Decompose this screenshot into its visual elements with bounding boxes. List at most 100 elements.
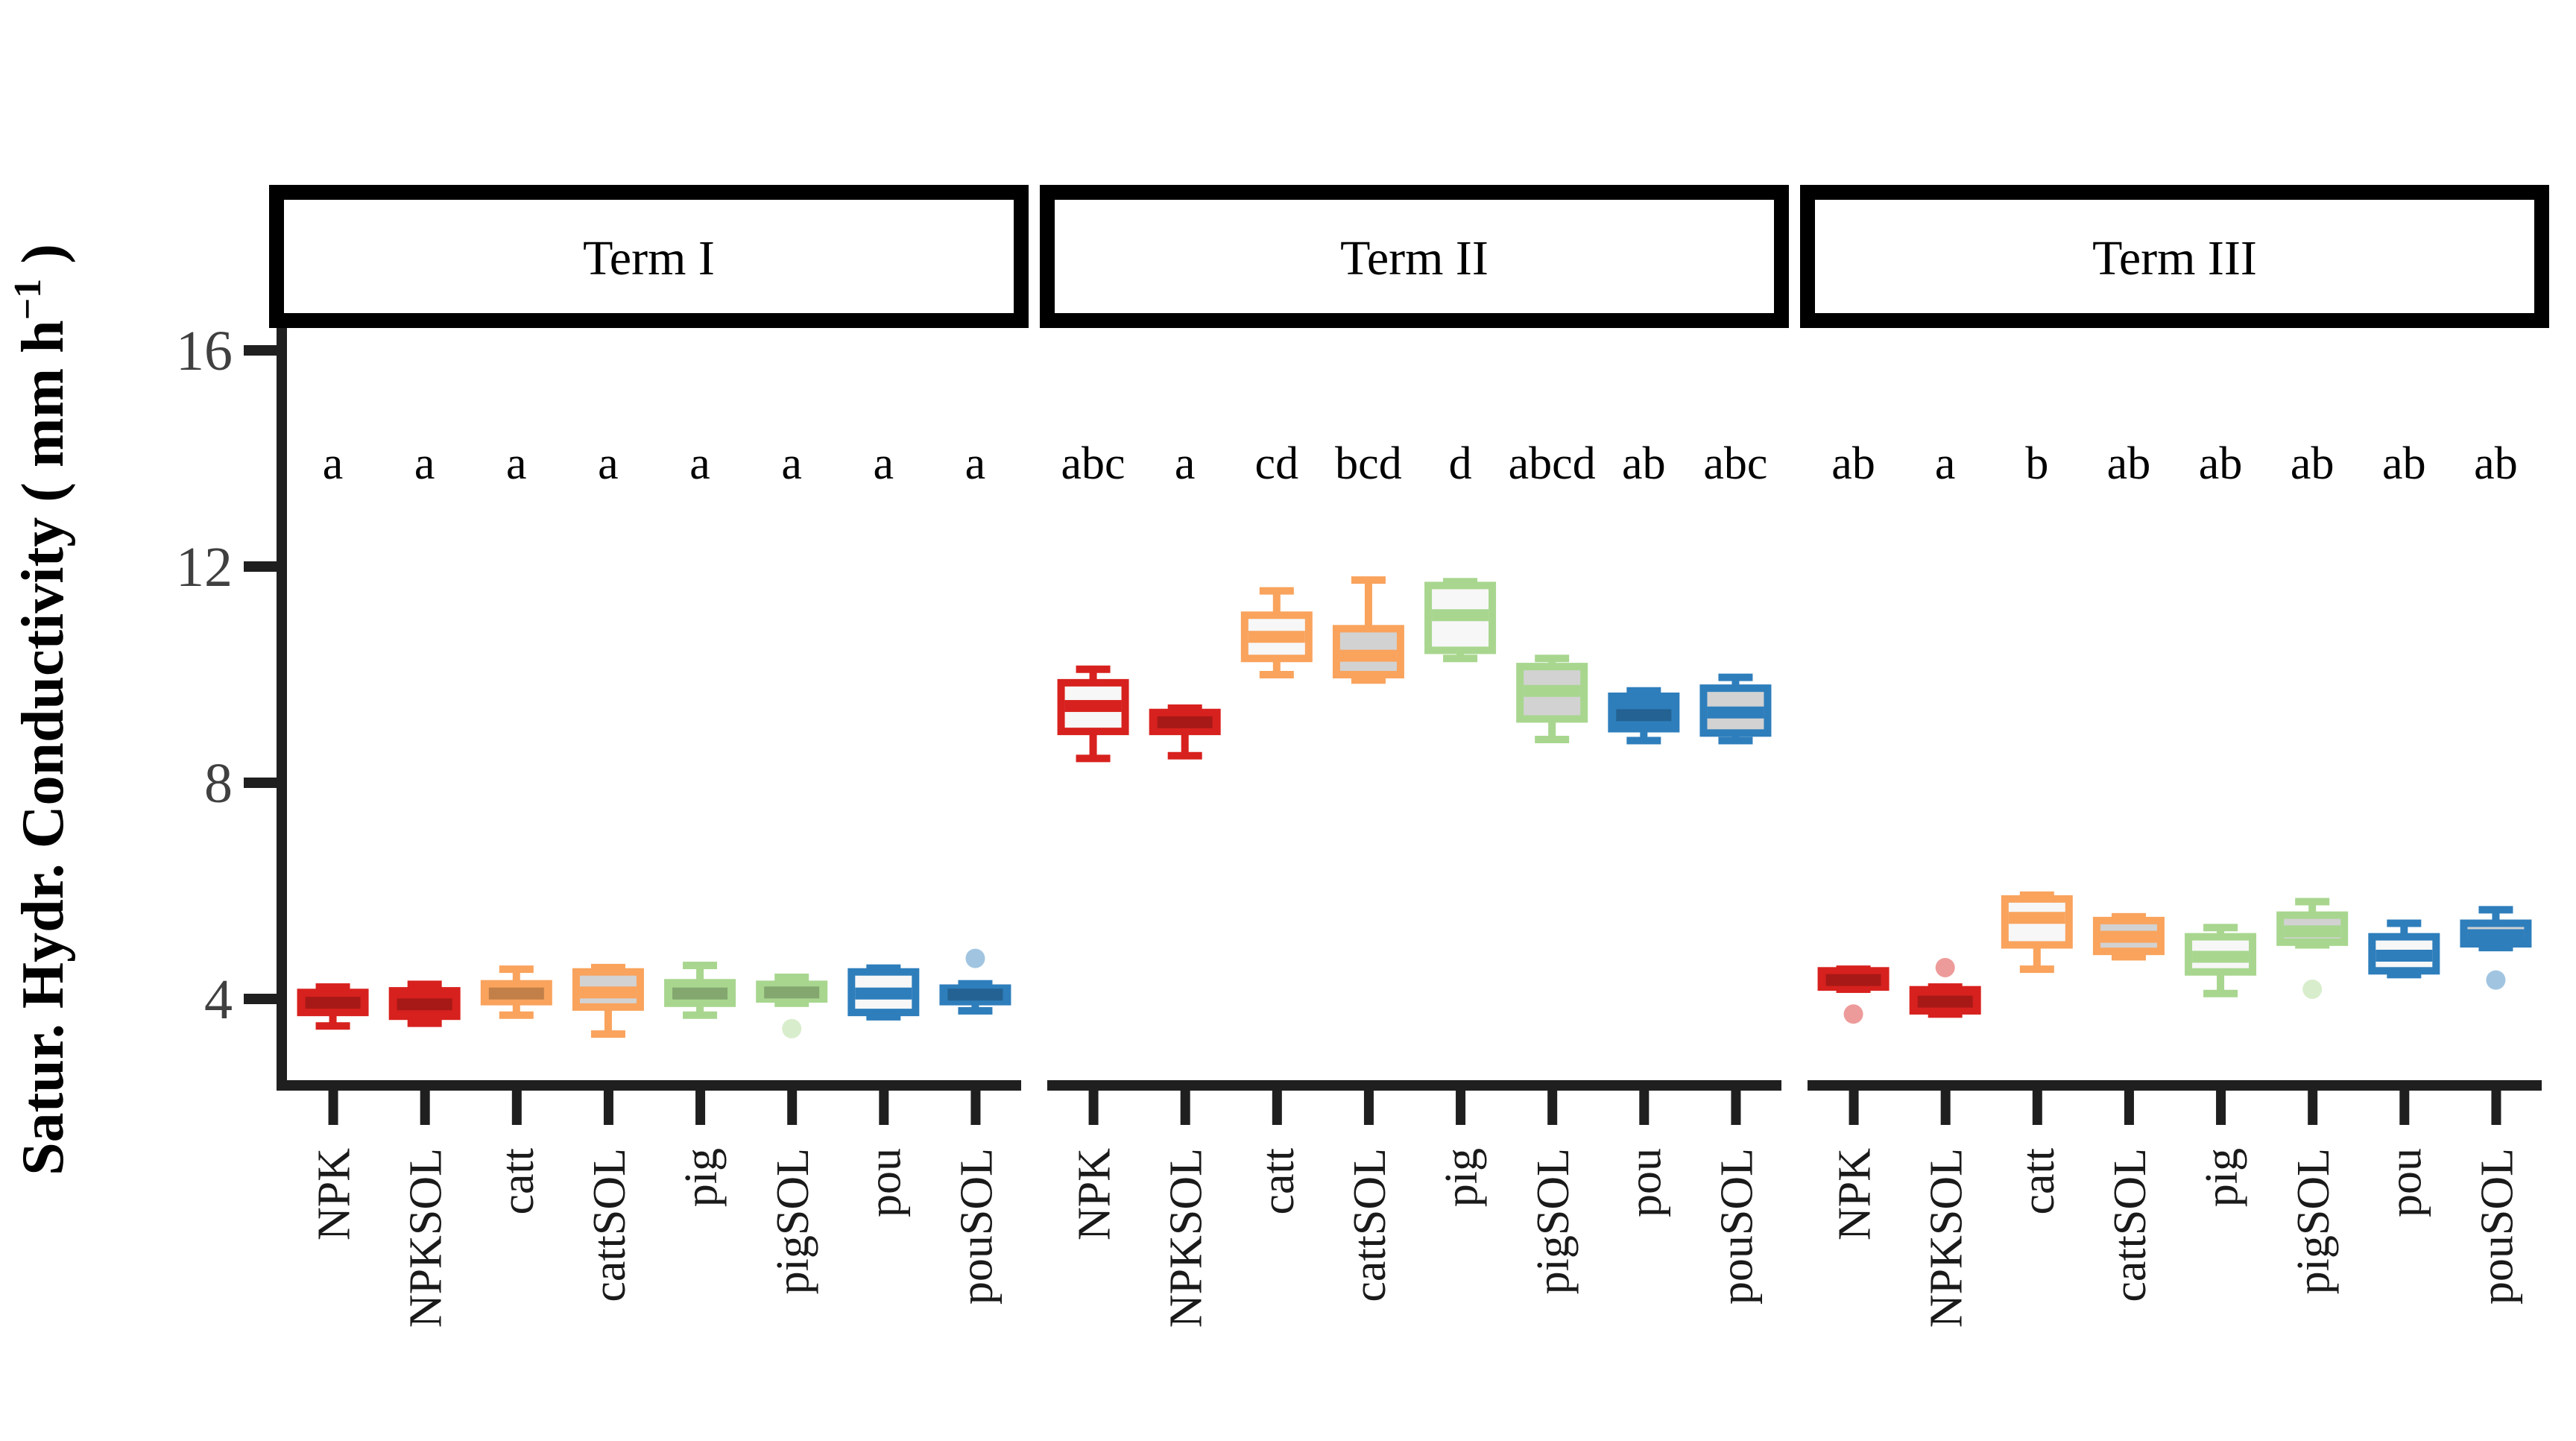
whisker-cap-top bbox=[1076, 665, 1111, 673]
x-category-label: cattSOL bbox=[2105, 1148, 2156, 1302]
facet-strip-inner bbox=[1058, 203, 1771, 310]
x-category-label: NPK bbox=[1070, 1148, 1120, 1240]
x-axis-tick bbox=[2491, 1091, 2501, 1125]
x-category-label: pouSOL bbox=[2472, 1148, 2522, 1305]
x-axis-tick bbox=[1180, 1091, 1190, 1125]
x-category-label: cattSOL bbox=[1345, 1148, 1395, 1302]
x-category-label: NPKSOL bbox=[1922, 1148, 1972, 1328]
outlier-point bbox=[2302, 979, 2323, 999]
x-category-label-text: pou bbox=[2380, 1148, 2431, 1217]
whisker-cap-bottom bbox=[2019, 965, 2054, 974]
significance-letter: b bbox=[2025, 438, 2048, 489]
x-category-label: NPK bbox=[309, 1148, 360, 1240]
significance-letter: ab bbox=[2199, 438, 2243, 489]
whisker-cap-top bbox=[2478, 906, 2513, 914]
median-line bbox=[305, 997, 361, 1009]
significance-letter: a bbox=[965, 438, 986, 489]
y-tick-label: 4 bbox=[204, 968, 233, 1031]
x-category-label-text: pig bbox=[1436, 1148, 1487, 1207]
x-axis-tick bbox=[1639, 1091, 1650, 1125]
whisker-cap-bottom bbox=[1535, 736, 1570, 743]
whisker-cap-bottom bbox=[315, 1022, 350, 1030]
x-category-label-text: pou bbox=[1620, 1148, 1670, 1217]
x-category-label: pigSOL bbox=[768, 1148, 818, 1294]
x-axis-tick bbox=[1731, 1091, 1741, 1125]
x-category-label: pouSOL bbox=[1711, 1148, 1762, 1305]
whisker-cap-top bbox=[1167, 704, 1202, 712]
y-axis-tick bbox=[244, 778, 277, 788]
box-iqr bbox=[297, 988, 369, 1017]
facet-strip-inner bbox=[287, 203, 1011, 310]
x-axis-tick bbox=[2032, 1091, 2042, 1125]
median-line bbox=[1616, 709, 1672, 722]
x-category-label-text: NPKSOL bbox=[1922, 1148, 1972, 1328]
whisker-cap-bottom bbox=[1076, 754, 1111, 763]
outlier-point bbox=[782, 1018, 802, 1038]
whisker-cap-top bbox=[2019, 891, 2054, 899]
whisker-cap-top bbox=[1259, 587, 1294, 595]
x-category-label-text: pouSOL bbox=[2472, 1148, 2522, 1305]
facet-strip-label: Term III bbox=[2092, 231, 2257, 286]
x-category-label-text: pig bbox=[2197, 1148, 2247, 1207]
x-axis-tick bbox=[1272, 1091, 1282, 1125]
median-line bbox=[1064, 700, 1122, 713]
whisker-cap-bottom bbox=[774, 999, 809, 1007]
whisker-cap-bottom bbox=[958, 1006, 993, 1015]
x-category-label-text: catt bbox=[2013, 1148, 2064, 1215]
whisker-cap-top bbox=[1718, 673, 1753, 681]
whisker-cap-bottom bbox=[2387, 971, 2422, 979]
x-category-label: pou bbox=[1620, 1148, 1670, 1217]
x-axis-tick bbox=[2399, 1091, 2410, 1125]
outlier-point bbox=[2486, 970, 2506, 990]
median-line bbox=[1825, 974, 1881, 986]
significance-letter: ab bbox=[2474, 438, 2518, 489]
whisker-cap-top bbox=[1626, 687, 1661, 695]
x-axis-tick bbox=[695, 1091, 706, 1125]
facet-strip-label: Term II bbox=[1340, 231, 1489, 286]
median-line bbox=[488, 987, 544, 1000]
x-category-label: cattSOL bbox=[584, 1148, 635, 1302]
median-line bbox=[855, 987, 912, 1000]
median-line bbox=[1432, 609, 1489, 622]
whisker-cap-top bbox=[315, 983, 350, 991]
significance-letter: a bbox=[874, 438, 894, 489]
significance-letter: ab bbox=[2382, 438, 2426, 489]
median-line bbox=[1524, 684, 1581, 697]
x-category-label: pou bbox=[859, 1148, 910, 1217]
box-iqr bbox=[1149, 708, 1221, 736]
whisker-cap-top bbox=[2387, 919, 2422, 927]
significance-letter: a bbox=[506, 438, 527, 489]
significance-letter: a bbox=[781, 438, 802, 489]
median-line bbox=[947, 988, 1003, 1001]
y-axis-tick bbox=[244, 561, 277, 572]
box-iqr bbox=[1909, 986, 1981, 1015]
significance-letter: a bbox=[414, 438, 435, 489]
x-axis-tick bbox=[603, 1091, 613, 1125]
significance-letter: bcd bbox=[1335, 438, 1402, 489]
x-category-label: NPK bbox=[1830, 1148, 1881, 1240]
significance-letter: ab bbox=[1622, 438, 1666, 489]
x-axis-tick bbox=[1940, 1091, 1951, 1125]
y-tick-label: 16 bbox=[176, 320, 233, 382]
whisker-cap-bottom bbox=[683, 1011, 718, 1019]
facet-strip-inner bbox=[1818, 203, 2531, 310]
whisker-cap-bottom bbox=[2111, 953, 2146, 961]
x-category-label-text: pouSOL bbox=[1711, 1148, 1762, 1305]
outlier-point bbox=[1935, 957, 1955, 977]
whisker-cap-top bbox=[407, 980, 442, 988]
significance-letter: ab bbox=[2107, 438, 2151, 489]
x-category-label: NPKSOL bbox=[1161, 1148, 1212, 1328]
whisker-cap-top bbox=[2295, 898, 2330, 906]
box-iqr bbox=[664, 979, 736, 1007]
x-axis-line bbox=[277, 1080, 1021, 1091]
whisker-cap-top bbox=[1535, 655, 1570, 663]
x-category-label: catt bbox=[2013, 1148, 2064, 1215]
significance-letter: ab bbox=[2291, 438, 2334, 489]
y-axis-tick bbox=[244, 994, 277, 1004]
x-axis-tick bbox=[2124, 1091, 2134, 1125]
x-category-label-text: NPK bbox=[1070, 1148, 1120, 1240]
whisker-cap-bottom bbox=[499, 1011, 534, 1019]
y-axis-tick bbox=[244, 345, 277, 356]
x-axis-tick bbox=[420, 1091, 430, 1125]
